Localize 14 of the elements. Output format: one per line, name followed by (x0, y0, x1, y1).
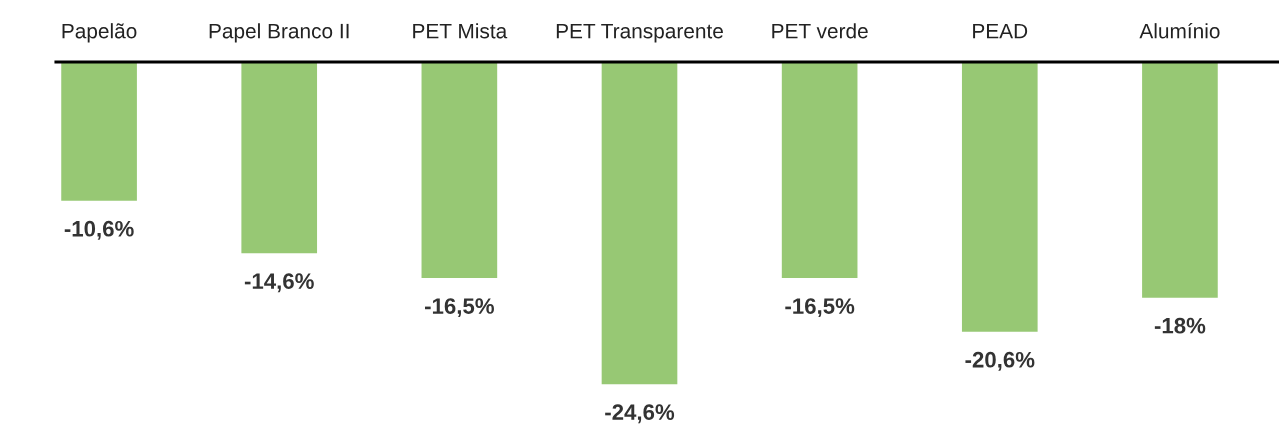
data-label: -14,6% (244, 273, 314, 293)
x-tick-label: Papel Branco II (209, 23, 349, 43)
x-tick-label: PET verde (772, 23, 868, 39)
x-tick-label: PET Mista (413, 23, 508, 39)
x-tick-label: PEAD (973, 23, 1028, 39)
x-tick-label: Papelão (62, 23, 137, 43)
data-label: -18% (1154, 317, 1206, 334)
data-label: -20,6% (965, 351, 1035, 371)
data-label: -10,6% (64, 220, 134, 240)
x-tick-label: Alumínio (1139, 22, 1220, 39)
x-tick-label: PET Transparente (556, 23, 723, 43)
data-label: -16,5% (425, 298, 494, 318)
data-label: -24,6% (605, 404, 675, 424)
data-label: -16,5% (785, 298, 855, 318)
